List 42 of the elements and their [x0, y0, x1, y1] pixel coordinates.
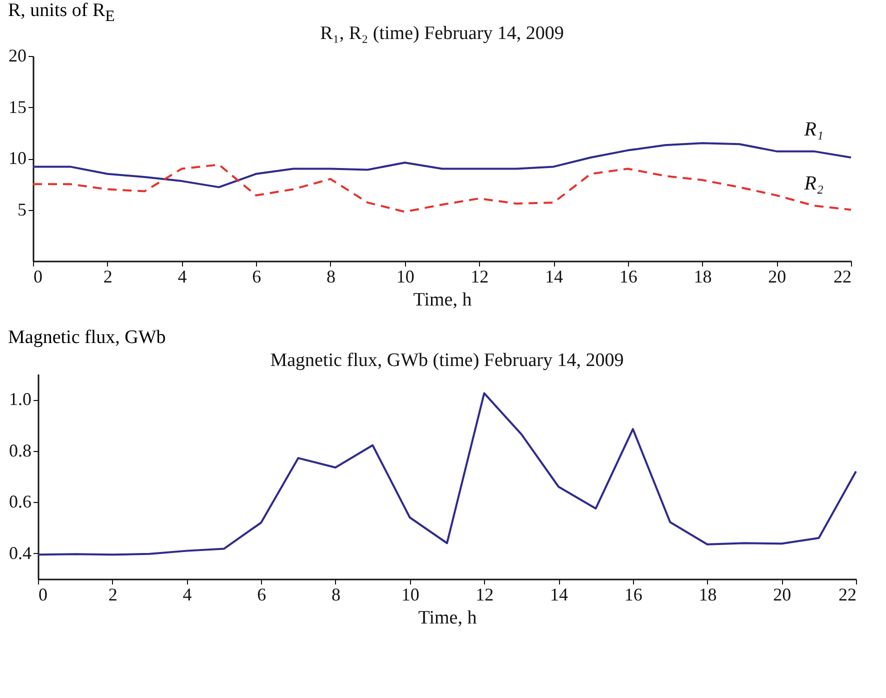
- series-label: R₁: [803, 118, 824, 140]
- y-tick-label: 20: [8, 46, 26, 66]
- x-tick-label: 6: [252, 266, 262, 286]
- x-tick-label: 2: [108, 584, 118, 604]
- x-tick-label: 12: [470, 266, 489, 286]
- series-label: R₂: [803, 172, 824, 195]
- x-tick-label: 16: [619, 266, 638, 286]
- y-tick-label: 5: [18, 199, 26, 220]
- x-tick-label: 6: [257, 584, 266, 604]
- x-tick-label: 20: [768, 266, 786, 286]
- y-axis-title: R, units of R$_{E}$: [7, 0, 116, 25]
- x-axis-title: Time, h: [418, 608, 478, 628]
- chart-title: R₁, R₂ (time) February 14, 2009: [320, 23, 564, 44]
- x-tick-label: 22: [834, 266, 852, 286]
- x-tick-label: 22: [838, 584, 856, 604]
- chart-title: Magnetic flux, GWb (time) February 14, 2009: [270, 350, 624, 371]
- x-tick-label: 18: [694, 266, 712, 286]
- line-series: [32, 164, 852, 213]
- x-tick-label: 4: [182, 584, 192, 604]
- y-tick-label: 0.4: [9, 542, 32, 563]
- x-tick-label: 12: [476, 584, 494, 604]
- x-tick-label: 14: [545, 266, 564, 286]
- x-tick-label: 20: [773, 584, 792, 604]
- y-tick-label: 0.6: [9, 492, 32, 512]
- x-tick-label: 10: [396, 266, 414, 286]
- y-axis-title: Magnetic flux, GWb: [7, 327, 167, 349]
- x-tick-label: 18: [698, 584, 717, 604]
- y-tick-label: 1.0: [9, 389, 32, 410]
- x-tick-label: 0: [38, 584, 48, 604]
- x-tick-label: 2: [103, 266, 112, 286]
- x-tick-label: 0: [34, 266, 42, 286]
- y-tick-label: 0.8: [9, 440, 32, 460]
- x-tick-label: 16: [624, 584, 642, 604]
- line-series: [37, 392, 857, 556]
- x-tick-label: 8: [331, 584, 340, 604]
- x-axis-title: Time, h: [413, 290, 472, 310]
- x-tick-label: 10: [401, 584, 420, 604]
- x-tick-label: 4: [178, 266, 187, 286]
- y-tick-label: 10: [8, 148, 26, 168]
- x-tick-label: 14: [550, 584, 568, 604]
- x-tick-label: 8: [326, 266, 336, 286]
- y-tick-label: 15: [8, 96, 26, 117]
